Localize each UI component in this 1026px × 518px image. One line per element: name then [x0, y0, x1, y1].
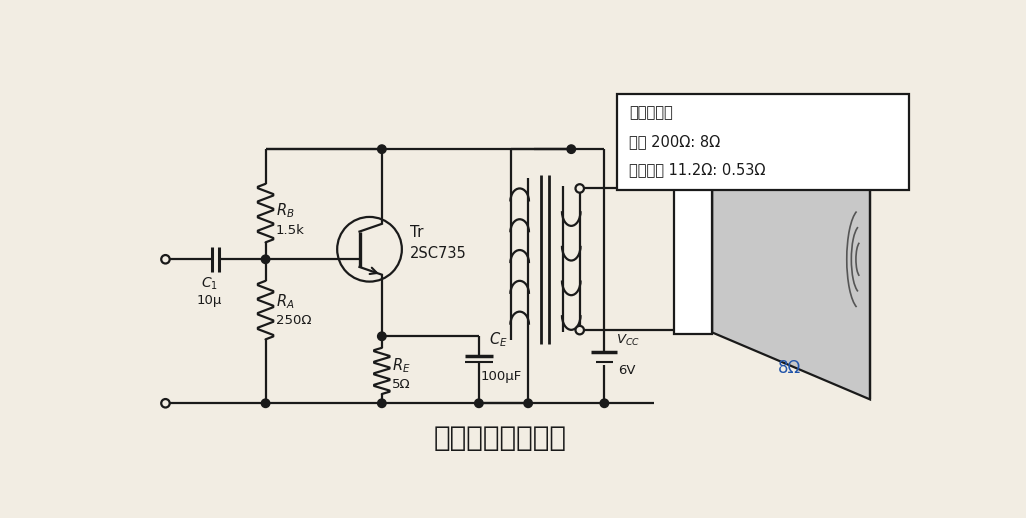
Circle shape — [262, 255, 270, 264]
Polygon shape — [712, 119, 870, 399]
Circle shape — [576, 184, 584, 193]
Circle shape — [524, 399, 532, 408]
Text: 输出变压器: 输出变压器 — [629, 105, 673, 120]
Text: $R_B$: $R_B$ — [276, 202, 294, 220]
Circle shape — [567, 145, 576, 153]
Text: 阻抗 200Ω: 8Ω: 阻抗 200Ω: 8Ω — [629, 134, 720, 149]
Text: 6V: 6V — [619, 365, 636, 378]
Circle shape — [161, 399, 169, 408]
Bar — [674, 184, 712, 334]
Text: 100μF: 100μF — [480, 370, 521, 383]
Text: $R_A$: $R_A$ — [276, 292, 294, 311]
Circle shape — [161, 255, 169, 264]
Circle shape — [600, 399, 608, 408]
Text: 甲类功率放大电路: 甲类功率放大电路 — [434, 424, 567, 452]
Text: 10μ: 10μ — [197, 294, 222, 307]
Text: $R_E$: $R_E$ — [392, 356, 410, 375]
Text: $V_{CC}$: $V_{CC}$ — [616, 333, 640, 348]
Text: 1.5k: 1.5k — [276, 224, 305, 237]
Circle shape — [475, 399, 483, 408]
Text: 2SC735: 2SC735 — [409, 246, 466, 261]
Text: $C_1$: $C_1$ — [201, 276, 218, 292]
Circle shape — [576, 326, 584, 334]
Text: $C_E$: $C_E$ — [488, 331, 508, 350]
Text: 8Ω: 8Ω — [778, 358, 800, 377]
Circle shape — [378, 399, 386, 408]
Text: Tr: Tr — [409, 225, 423, 240]
Circle shape — [378, 145, 386, 153]
Text: 直流电阻 11.2Ω: 0.53Ω: 直流电阻 11.2Ω: 0.53Ω — [629, 162, 765, 177]
Bar — [618, 94, 908, 190]
Text: 250Ω: 250Ω — [276, 314, 311, 327]
Circle shape — [378, 332, 386, 340]
Circle shape — [262, 399, 270, 408]
Text: 5Ω: 5Ω — [392, 378, 410, 391]
